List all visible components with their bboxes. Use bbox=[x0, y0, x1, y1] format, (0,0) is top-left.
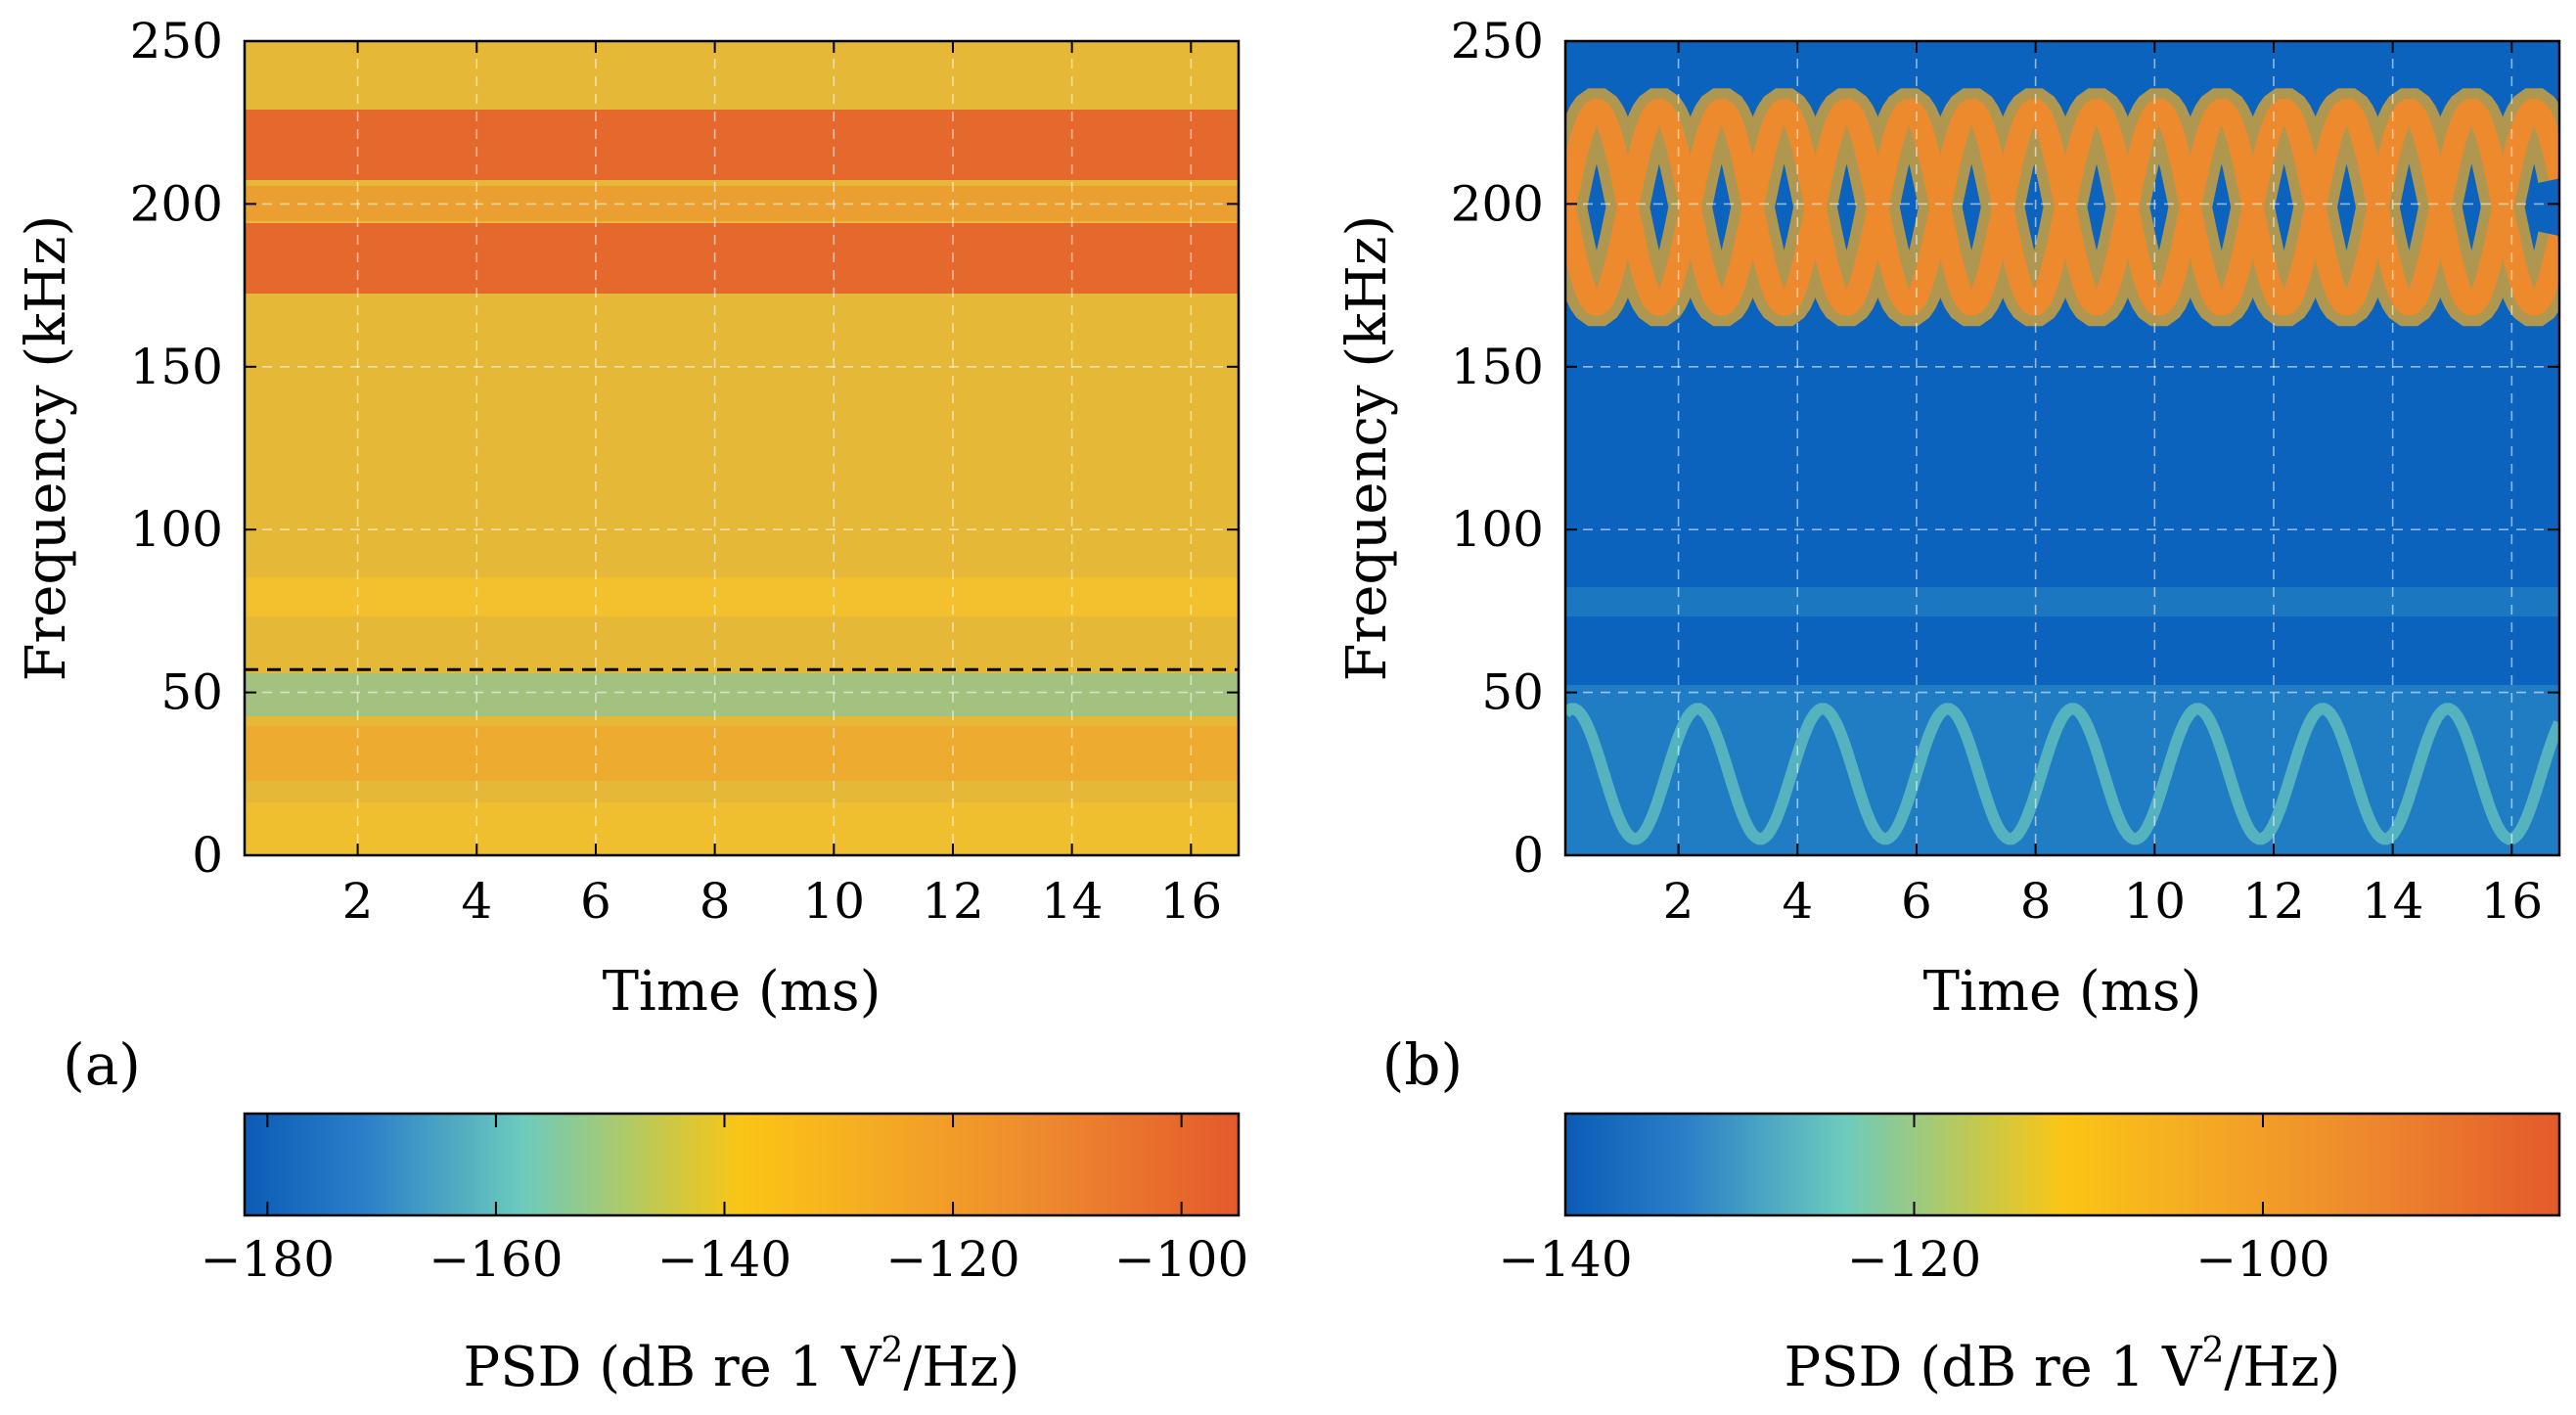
colorbar-tick-label: −140 bbox=[657, 1231, 791, 1288]
panel-a: 2 4 6 8 10 12 14 16 0 50 100 150 200 250 Time (ms) F… bbox=[15, 13, 1248, 1399]
x-tick-label: 16 bbox=[1160, 873, 1223, 930]
panel-a-colorbar-label-main: PSD (dB re 1 V bbox=[464, 1336, 883, 1399]
panel-b-colorbar: −140 −120 −100 PSD (dB re 1 V2/Hz) bbox=[1498, 1112, 2561, 1399]
colorbar-tick-label: −100 bbox=[1114, 1231, 1248, 1288]
panel-a-y-ticks: 0 50 100 150 200 250 bbox=[130, 13, 1239, 884]
y-tick-label: 200 bbox=[1451, 175, 1544, 232]
panel-b-colorbar-label: PSD (dB re 1 V2/Hz) bbox=[1785, 1331, 2341, 1399]
panel-a-colorbar-gradient bbox=[243, 1112, 1241, 1217]
panel-a-band-lower bbox=[245, 223, 1239, 294]
panel-b-colorbar-label-end: /Hz) bbox=[2224, 1336, 2340, 1399]
x-tick-label: 8 bbox=[700, 873, 731, 930]
x-tick-label: 8 bbox=[2020, 873, 2052, 930]
y-tick-label: 100 bbox=[1451, 501, 1544, 558]
panel-a-frame bbox=[243, 39, 1241, 857]
colorbar-tick-label: −160 bbox=[429, 1231, 563, 1288]
panel-b-colorbar-label-sup: 2 bbox=[2202, 1331, 2225, 1371]
panel-b: 2 4 6 8 10 12 14 16 0 50 100 150 200 250 Time (ms) F… bbox=[1335, 13, 2561, 1399]
panel-b-frame bbox=[1563, 39, 2561, 857]
y-tick-label: 250 bbox=[130, 13, 223, 69]
panel-a-plot-area bbox=[245, 41, 1239, 855]
panel-b-x-ticks: 2 4 6 8 10 12 14 16 bbox=[1663, 41, 2543, 930]
panel-b-colorbar-ticks: −140 −120 −100 bbox=[1498, 1114, 2330, 1288]
panel-b-colorbar-label-main: PSD (dB re 1 V bbox=[1785, 1336, 2204, 1399]
panel-b-band-75 bbox=[1565, 587, 2559, 616]
panel-b-x-label: Time (ms) bbox=[1923, 960, 2202, 1024]
y-tick-label: 250 bbox=[1451, 13, 1544, 69]
y-tick-label: 0 bbox=[192, 827, 223, 884]
x-tick-label: 14 bbox=[1041, 873, 1104, 930]
panel-a-colorbar: −180 −160 −140 −120 −100 PSD (dB re 1 V2/Hz) bbox=[201, 1112, 1248, 1399]
panel-a-band-80 bbox=[245, 577, 1239, 616]
panel-a-colorbar-label: PSD (dB re 1 V2/Hz) bbox=[464, 1331, 1020, 1399]
panel-a-band-30 bbox=[245, 726, 1239, 781]
x-tick-label: 4 bbox=[1782, 873, 1813, 930]
colorbar-tick-label: −120 bbox=[1847, 1231, 1981, 1288]
x-tick-label: 2 bbox=[342, 873, 374, 930]
panel-a-grid bbox=[245, 41, 1239, 855]
x-tick-label: 12 bbox=[2242, 873, 2305, 930]
y-tick-label: 100 bbox=[130, 501, 223, 558]
panel-b-label: (b) bbox=[1382, 1031, 1463, 1098]
panel-b-y-label: Frequency (kHz) bbox=[1335, 215, 1399, 682]
panel-b-plot-area bbox=[1565, 41, 2559, 855]
panel-a-colorbar-ticks: −180 −160 −140 −120 −100 bbox=[201, 1114, 1248, 1288]
x-tick-label: 14 bbox=[2362, 873, 2424, 930]
colorbar-tick-label: −100 bbox=[2195, 1231, 2329, 1288]
panel-a-y-label: Frequency (kHz) bbox=[15, 215, 78, 682]
panel-a-band-upper bbox=[245, 110, 1239, 180]
x-tick-label: 6 bbox=[1901, 873, 1932, 930]
y-tick-label: 50 bbox=[160, 664, 223, 721]
panel-a-colorbar-label-sup: 2 bbox=[881, 1331, 904, 1371]
panel-b-low-chirp bbox=[1565, 703, 2559, 845]
x-tick-label: 12 bbox=[922, 873, 984, 930]
x-tick-label: 4 bbox=[461, 873, 492, 930]
x-tick-label: 10 bbox=[802, 873, 865, 930]
panel-a-band-bottom bbox=[245, 802, 1239, 855]
x-tick-label: 16 bbox=[2481, 873, 2544, 930]
panel-a-label: (a) bbox=[63, 1031, 141, 1098]
colorbar-tick-label: −180 bbox=[201, 1231, 335, 1288]
y-tick-label: 0 bbox=[1513, 827, 1544, 884]
panel-a-x-label: Time (ms) bbox=[603, 960, 881, 1024]
y-tick-label: 150 bbox=[1451, 339, 1544, 395]
panel-b-colorbar-gradient bbox=[1563, 1112, 2561, 1217]
y-tick-label: 150 bbox=[130, 339, 223, 395]
panel-b-chirp-down bbox=[1565, 99, 2559, 316]
panel-a-band-cyan bbox=[245, 673, 1239, 716]
panel-a-x-ticks: 2 4 6 8 10 12 14 16 bbox=[342, 41, 1222, 930]
x-tick-label: 2 bbox=[1663, 873, 1695, 930]
panel-a-colorbar-label-end: /Hz) bbox=[903, 1336, 1019, 1399]
y-tick-label: 200 bbox=[130, 175, 223, 232]
x-tick-label: 6 bbox=[580, 873, 611, 930]
colorbar-tick-label: −140 bbox=[1498, 1231, 1632, 1288]
colorbar-tick-label: −120 bbox=[885, 1231, 1019, 1288]
panel-b-grid bbox=[1565, 41, 2559, 855]
y-tick-label: 50 bbox=[1481, 664, 1544, 721]
panel-b-y-ticks: 0 50 100 150 200 250 bbox=[1451, 13, 2559, 884]
x-tick-label: 10 bbox=[2123, 873, 2186, 930]
